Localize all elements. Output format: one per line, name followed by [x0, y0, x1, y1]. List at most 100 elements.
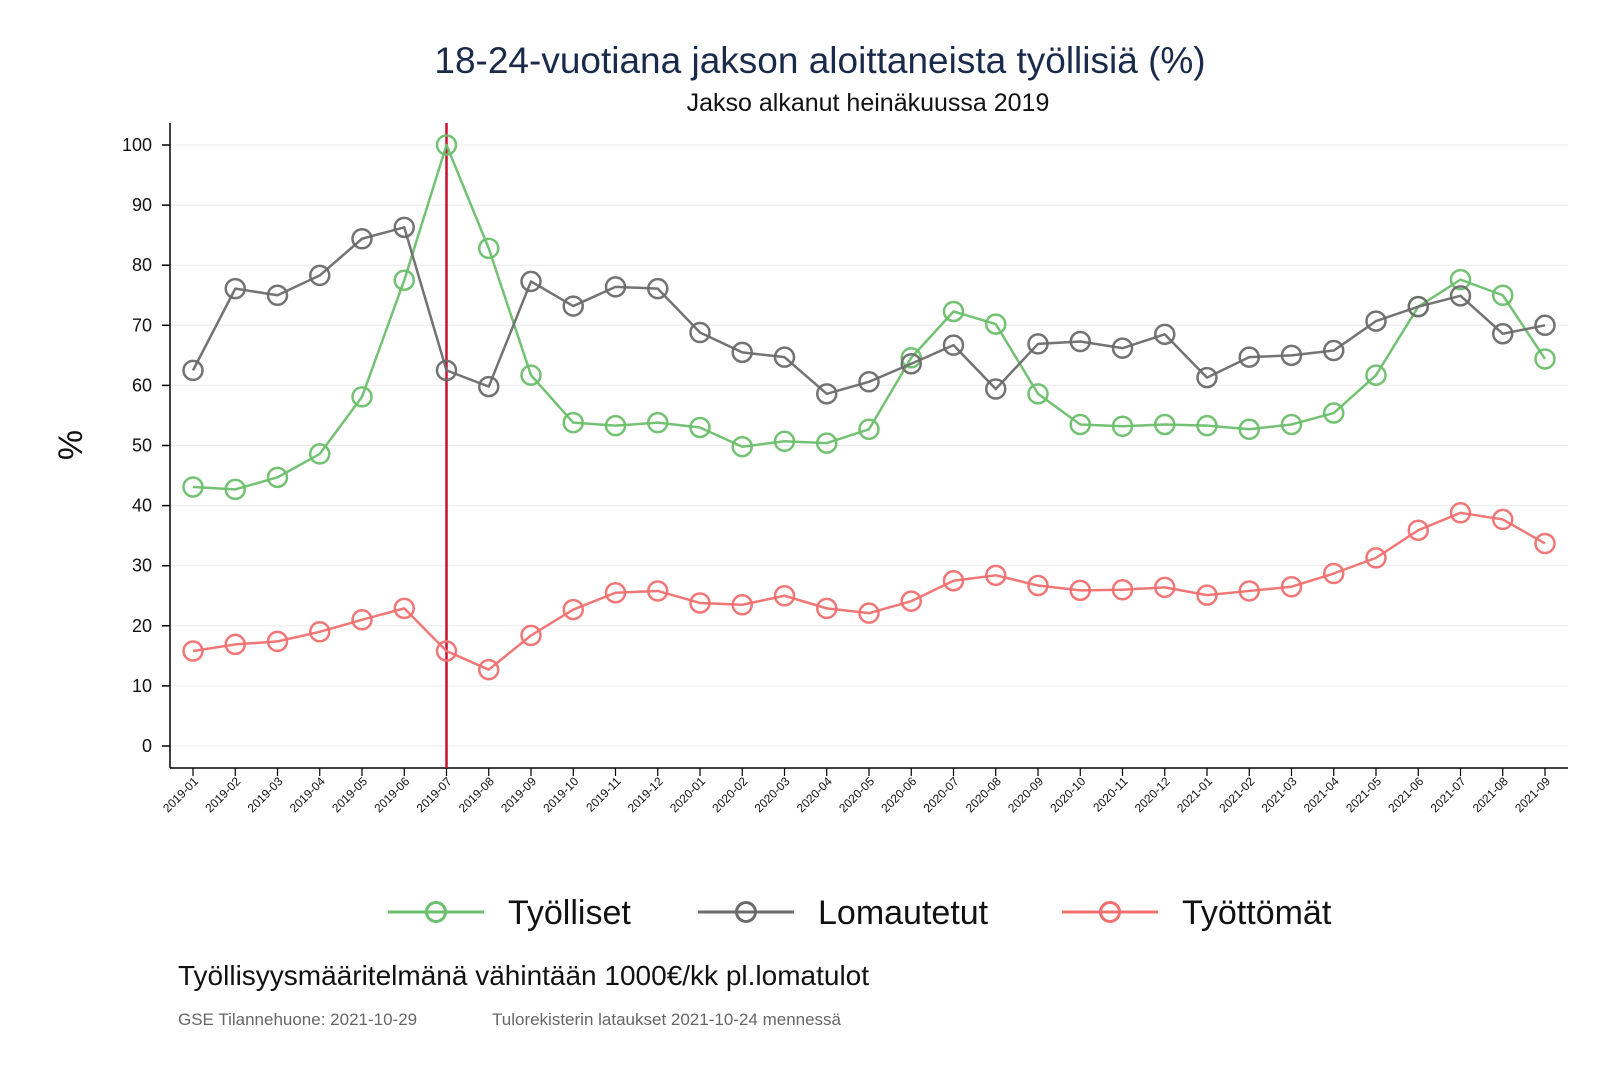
- data-point: [435, 640, 458, 662]
- data-point: [816, 383, 838, 405]
- x-tick-label: 2019-12: [625, 774, 666, 815]
- data-point: [351, 386, 373, 408]
- data-point: [1196, 584, 1218, 606]
- data-point: [731, 594, 753, 616]
- data-point: [689, 592, 711, 614]
- series-line: [192, 511, 1546, 671]
- data-point: [1534, 348, 1556, 370]
- x-tick-label: 2021-02: [1216, 774, 1257, 815]
- x-tick-label: 2019-10: [540, 774, 581, 815]
- data-point: [351, 228, 373, 250]
- data-point: [1534, 532, 1556, 555]
- data-point: [478, 237, 500, 260]
- legend-marker: [1099, 901, 1121, 923]
- legend-label: Työttömät: [1182, 894, 1332, 932]
- data-point: [478, 658, 500, 681]
- data-point: [1323, 339, 1345, 362]
- x-tick-label: 2020-07: [921, 774, 962, 815]
- x-tick-label: 2021-05: [1343, 774, 1384, 815]
- data-point: [731, 435, 753, 458]
- data-point: [900, 353, 922, 375]
- data-point: [942, 300, 965, 323]
- data-point: [1027, 574, 1049, 597]
- x-tick-label: 2020-12: [1132, 774, 1173, 815]
- data-point: [647, 580, 669, 602]
- data-point: [773, 585, 796, 607]
- data-point: [224, 633, 246, 656]
- data-point: [604, 276, 627, 298]
- data-point: [1365, 364, 1387, 386]
- data-point: [1407, 519, 1429, 541]
- source-date: GSE Tilannehuone: 2021-10-29: [178, 1010, 417, 1029]
- data-point: [562, 411, 584, 434]
- y-tick-label: 0: [142, 736, 152, 756]
- y-tick-label: 70: [132, 315, 152, 335]
- legend-label: Lomautetut: [818, 894, 989, 932]
- data-point: [773, 430, 796, 453]
- data-point: [1111, 578, 1134, 601]
- y-tick-label: 40: [132, 496, 152, 516]
- data-point: [182, 359, 204, 382]
- data-point: [393, 269, 415, 291]
- series-2: [182, 502, 1556, 681]
- data-point: [985, 313, 1007, 335]
- x-tick-label: 2021-04: [1301, 774, 1342, 815]
- x-tick-label: 2019-03: [245, 774, 286, 815]
- legend-marker: [735, 901, 757, 923]
- data-point: [1238, 346, 1260, 368]
- legend: Työlliset Lomautetut Työttömät: [388, 894, 1332, 932]
- x-tick-label: 2019-11: [583, 774, 624, 815]
- x-tick-label: 2021-03: [1259, 774, 1300, 815]
- x-tick-label: 2020-10: [1047, 774, 1088, 815]
- y-tick-label: 20: [132, 616, 152, 636]
- footnote-definition: Työllisyysmääritelmänä vähintään 1000€/k…: [178, 960, 869, 991]
- data-point: [1449, 285, 1472, 307]
- y-tick-label: 80: [132, 255, 152, 275]
- x-tick-label: 2019-08: [456, 774, 497, 815]
- x-tick-label: 2019-02: [202, 774, 243, 815]
- data-point: [1238, 418, 1260, 441]
- x-tick-label: 2020-05: [836, 774, 877, 815]
- data-point: [604, 414, 627, 437]
- data-point: [182, 476, 204, 498]
- data-point: [1111, 337, 1134, 359]
- data-point: [520, 270, 542, 293]
- x-tick-label: 2020-04: [794, 774, 835, 815]
- x-tick-label: 2021-09: [1512, 774, 1553, 815]
- x-tick-label: 2021-08: [1470, 774, 1511, 815]
- x-tick-label: 2020-03: [752, 774, 793, 815]
- data-point: [224, 478, 246, 501]
- data-point: [1280, 575, 1303, 598]
- data-point: [1027, 333, 1049, 355]
- data-point: [900, 347, 922, 369]
- data-point: [985, 564, 1007, 587]
- data-point: [1323, 402, 1345, 424]
- x-tick-label: 2019-04: [287, 774, 328, 815]
- data-point: [1365, 310, 1387, 332]
- data-point: [647, 411, 669, 434]
- series-line: [191, 226, 1546, 396]
- x-tick-label: 2020-06: [878, 774, 919, 815]
- data-point: [309, 443, 331, 465]
- data-point: [562, 295, 584, 317]
- x-tick-label: 2019-01: [160, 774, 201, 815]
- series-line: [192, 143, 1547, 491]
- legend-item-tyottomat: Työttömät: [1062, 894, 1332, 932]
- legend-label: Työlliset: [508, 894, 631, 932]
- x-tick-label: 2020-08: [963, 774, 1004, 815]
- data-point: [1154, 413, 1176, 436]
- data-point: [351, 609, 373, 631]
- y-tick-label: 90: [132, 195, 152, 215]
- x-tick-label: 2019-05: [329, 774, 370, 815]
- data-point: [858, 371, 880, 393]
- data-point: [731, 341, 753, 364]
- legend-item-lomautetut: Lomautetut: [698, 894, 989, 932]
- series-group: [182, 134, 1556, 681]
- x-tick-label: 2021-01: [1174, 774, 1215, 815]
- data-point: [1492, 284, 1514, 306]
- data-point: [266, 284, 289, 306]
- data-point: [1069, 330, 1091, 353]
- data-point: [900, 590, 922, 612]
- x-tick-label: 2019-06: [371, 774, 412, 815]
- y-axis-label: %: [52, 430, 90, 460]
